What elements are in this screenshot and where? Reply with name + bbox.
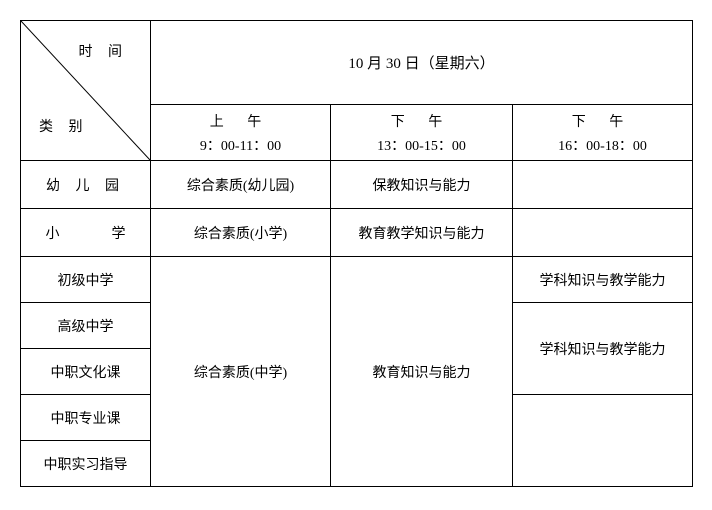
morning-range: 9：00-11：00 bbox=[155, 135, 326, 155]
date-header: 10 月 30 日（星期六） bbox=[151, 21, 693, 105]
cell-youeryuan-afternoon2 bbox=[513, 161, 693, 209]
row-label-gaoji: 高级中学 bbox=[21, 303, 151, 349]
afternoon1-range: 13：00-15：00 bbox=[335, 135, 508, 155]
row-label-chuji: 初级中学 bbox=[21, 257, 151, 303]
row-label-zz-shixi: 中职实习指导 bbox=[21, 441, 151, 487]
row-label-zz-wenhua: 中职文化课 bbox=[21, 349, 151, 395]
schedule-table: 时 间 类 别 10 月 30 日（星期六） 上 午 9：00-11：00 下 … bbox=[20, 20, 693, 487]
cell-zz-afternoon2-blank bbox=[513, 395, 693, 487]
row-label-zz-zhuanye: 中职专业课 bbox=[21, 395, 151, 441]
cell-youeryuan-afternoon1: 保教知识与能力 bbox=[331, 161, 513, 209]
cell-gaoji-afternoon2: 学科知识与教学能力 bbox=[513, 303, 693, 395]
cell-xiaoxue-afternoon2 bbox=[513, 209, 693, 257]
afternoon1-label: 下 午 bbox=[335, 111, 508, 131]
row-label-youeryuan: 幼 儿 园 bbox=[21, 161, 151, 209]
diagonal-header-cell: 时 间 类 别 bbox=[21, 21, 151, 161]
morning-label: 上 午 bbox=[155, 111, 326, 131]
cell-xiaoxue-morning: 综合素质(小学) bbox=[151, 209, 331, 257]
header-category-label: 类 别 bbox=[39, 116, 89, 136]
col-header-afternoon1: 下 午 13：00-15：00 bbox=[331, 105, 513, 161]
row-label-xiaoxue: 小学 bbox=[21, 209, 151, 257]
xiaoxue-right: 学 bbox=[112, 223, 126, 243]
cell-xiaoxue-afternoon1: 教育教学知识与能力 bbox=[331, 209, 513, 257]
cell-merged-morning: 综合素质(中学) bbox=[151, 257, 331, 487]
col-header-afternoon2: 下 午 16：00-18：00 bbox=[513, 105, 693, 161]
col-header-morning: 上 午 9：00-11：00 bbox=[151, 105, 331, 161]
afternoon2-range: 16：00-18：00 bbox=[517, 135, 688, 155]
cell-youeryuan-morning: 综合素质(幼儿园) bbox=[151, 161, 331, 209]
cell-chuji-afternoon2: 学科知识与教学能力 bbox=[513, 257, 693, 303]
cell-merged-afternoon1: 教育知识与能力 bbox=[331, 257, 513, 487]
header-time-label: 时 间 bbox=[79, 41, 129, 61]
xiaoxue-left: 小 bbox=[46, 223, 60, 243]
afternoon2-label: 下 午 bbox=[517, 111, 688, 131]
